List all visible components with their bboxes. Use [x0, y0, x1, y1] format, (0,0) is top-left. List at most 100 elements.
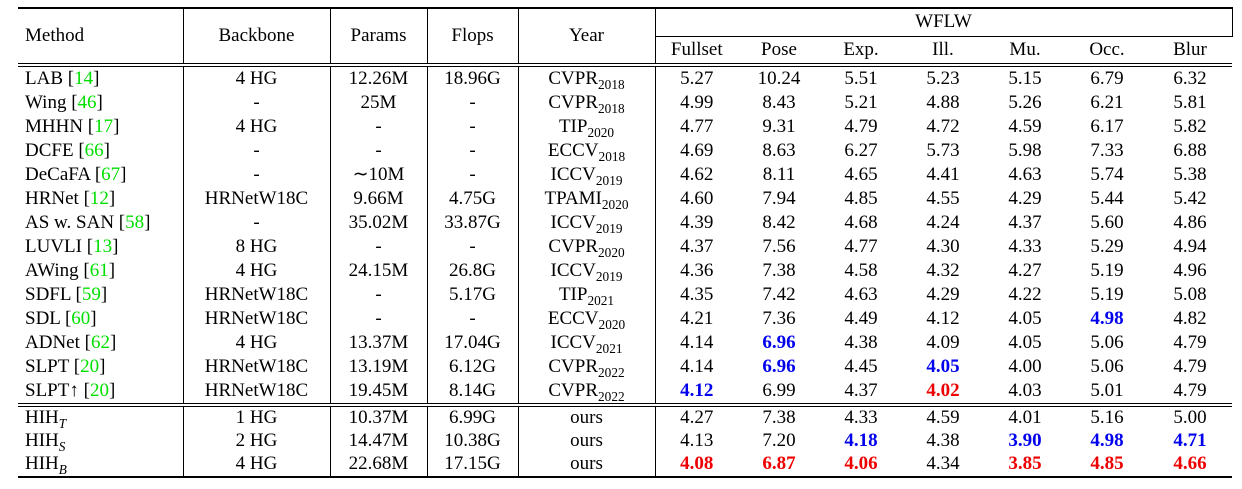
wflw-value-cell: 5.23: [926, 67, 960, 89]
year-cell: ICCV2021: [518, 331, 656, 355]
flops-cell: 6.12G: [427, 355, 519, 379]
header-row-group: Method Backbone Params Flops Year WFLW: [18, 7, 1233, 67]
citation-link[interactable]: 60: [71, 307, 91, 329]
backbone-cell: HRNetW18C: [183, 355, 331, 379]
wflw-value-cell: 4.63: [844, 283, 878, 305]
flops-cell: -: [427, 163, 519, 187]
table-row: MHHN [17] 4 HG - - TIP2020 4.77 9.31 4.79 4.72 4.…: [18, 115, 1232, 139]
citation-link[interactable]: 17: [94, 115, 114, 137]
method-cell: LUVLI [13]: [18, 235, 184, 259]
wflw-value-cell: 4.79: [844, 115, 878, 137]
year-subscript: 2019: [595, 268, 623, 283]
wflw-value-cell: 5.01: [1090, 379, 1124, 401]
wflw-value-cell: 4.62: [680, 163, 714, 185]
wflw-value-cell: 4.34: [902, 453, 984, 478]
flops-cell: 8.14G: [427, 379, 519, 405]
method-subscript: S: [58, 438, 66, 453]
wflw-value-cell: 3.90: [1008, 430, 1042, 452]
col-header-exp: Exp.: [820, 36, 902, 67]
ours-methods-section: HIHT 1 HG 10.37M 6.99G ours 4.27 7.38 4.33 4.59 4…: [18, 403, 1232, 478]
citation-link[interactable]: 58: [125, 211, 145, 233]
method-cell: AS w. SAN [58]: [18, 211, 184, 235]
year-subscript: 2022: [598, 364, 625, 379]
flops-cell: 5.17G: [427, 283, 519, 307]
citation-link[interactable]: 66: [84, 139, 104, 161]
wflw-value-cell: 4.79: [1173, 379, 1207, 401]
params-cell: 10.37M: [330, 403, 428, 430]
col-header-mu: Mu.: [984, 36, 1066, 67]
year-subscript: 2019: [595, 172, 623, 187]
year-cell: ECCV2018: [518, 139, 656, 163]
method-cell: HIHB: [18, 453, 184, 478]
citation-link[interactable]: 14: [74, 67, 94, 89]
params-cell: -: [330, 115, 428, 139]
col-header-method: Method: [18, 7, 184, 67]
table-row: DCFE [66] - - - ECCV2018 4.69 8.63 6.27 5.73 5.98…: [18, 139, 1232, 163]
wflw-value-cell: 4.06: [820, 453, 902, 478]
wflw-value-cell: 4.29: [1008, 187, 1042, 209]
wflw-value-cell: 4.33: [1008, 235, 1042, 257]
wflw-value-cell: 4.59: [1008, 115, 1042, 137]
wflw-value-cell: 4.22: [1008, 283, 1042, 305]
wflw-value-cell: 4.27: [1008, 259, 1042, 281]
backbone-cell: -: [183, 163, 331, 187]
col-header-pose: Pose: [738, 36, 820, 67]
wflw-value-cell: 4.59: [902, 403, 984, 430]
method-cell: SDL [60]: [18, 307, 184, 331]
wflw-value-cell: 5.44: [1090, 187, 1124, 209]
wflw-value-cell: 5.29: [1090, 235, 1124, 257]
wflw-value-cell: 9.31: [762, 115, 796, 137]
wflw-value-cell: 5.42: [1173, 187, 1207, 209]
flops-cell: 6.99G: [427, 403, 519, 430]
citation-link[interactable]: 67: [101, 163, 121, 185]
wflw-value-cell: 4.94: [1173, 235, 1207, 257]
citation-link[interactable]: 61: [89, 259, 109, 281]
wflw-value-cell: 6.87: [738, 453, 820, 478]
table-row: SDFL [59] HRNetW18C -5.17G TIP2021 4.35 7.42 4…: [18, 283, 1232, 307]
wflw-value-cell: 4.38: [844, 331, 878, 353]
year-cell: TPAMI2020: [518, 187, 656, 211]
year-subscript: 2022: [598, 388, 625, 404]
table-header: Method Backbone Params Flops Year WFLW F…: [18, 7, 1233, 67]
flops-cell: 26.8G: [427, 259, 519, 283]
citation-link[interactable]: 62: [90, 331, 110, 353]
wflw-value-cell: 4.88: [926, 91, 960, 113]
backbone-cell: -: [183, 211, 331, 235]
wflw-value-cell: 4.58: [844, 259, 878, 281]
wflw-value-cell: 10.24: [757, 67, 801, 89]
wflw-value-cell: 4.33: [820, 403, 902, 430]
params-cell: 22.68M: [330, 453, 428, 478]
method-cell: AWing [61]: [18, 259, 184, 283]
wflw-value-cell: 4.96: [1173, 259, 1207, 281]
backbone-cell: -: [183, 139, 331, 163]
citation-link[interactable]: 13: [93, 235, 113, 257]
citation-link[interactable]: 12: [89, 187, 109, 209]
params-cell: 35.02M: [330, 211, 428, 235]
wflw-value-cell: 4.39: [680, 211, 714, 233]
backbone-cell: 4 HG: [183, 65, 331, 91]
wflw-value-cell: 4.00: [1008, 355, 1042, 377]
wflw-value-cell: 6.17: [1090, 115, 1124, 137]
backbone-cell: -: [183, 91, 331, 115]
wflw-value-cell: 8.43: [762, 91, 796, 113]
citation-link[interactable]: 59: [81, 283, 101, 305]
wflw-value-cell: 4.24: [926, 211, 960, 233]
year-subscript: 2021: [587, 292, 615, 307]
wflw-value-cell: 4.32: [926, 259, 960, 281]
citation-link[interactable]: 20: [89, 379, 109, 401]
flops-cell: 4.75G: [427, 187, 519, 211]
params-cell: -: [330, 235, 428, 259]
flops-cell: 33.87G: [427, 211, 519, 235]
wflw-value-cell: 5.15: [1008, 67, 1042, 89]
wflw-value-cell: 4.82: [1173, 307, 1207, 329]
citation-link[interactable]: 46: [77, 91, 97, 113]
wflw-value-cell: 4.08: [655, 453, 738, 478]
wflw-value-cell: 4.41: [926, 163, 960, 185]
col-header-flops: Flops: [427, 7, 519, 67]
col-header-fullset: Fullset: [655, 36, 738, 67]
table-row: HIHB 4 HG 22.68M 17.15G ours 4.08 6.87 4.06 4.34…: [18, 453, 1232, 478]
year-subscript: 2019: [595, 220, 623, 235]
wflw-value-cell: 7.38: [762, 259, 796, 281]
backbone-cell: 4 HG: [183, 331, 331, 355]
citation-link[interactable]: 20: [80, 355, 100, 377]
